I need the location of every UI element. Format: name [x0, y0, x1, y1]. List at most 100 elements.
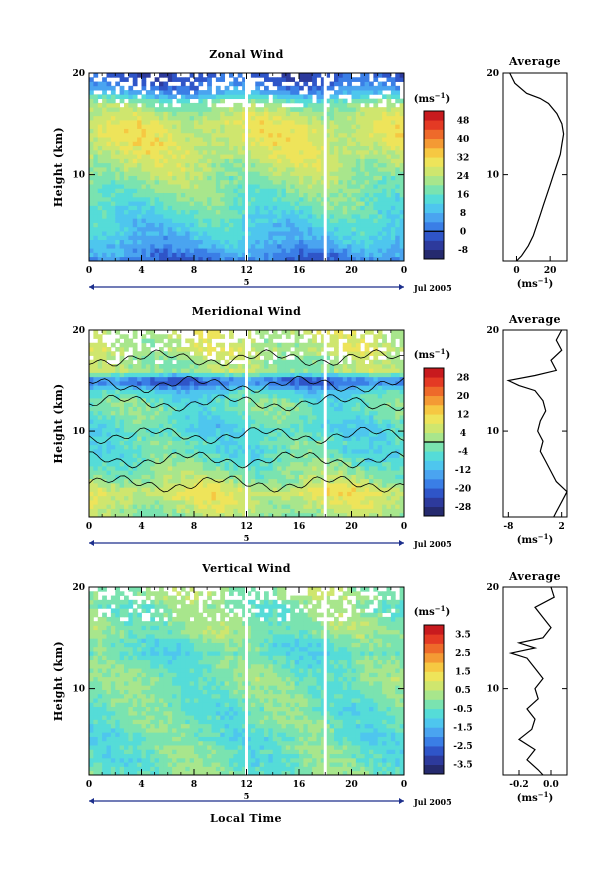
heatmap-cell: [106, 188, 112, 194]
heatmap-cell: [369, 115, 374, 121]
heatmap-cell: [176, 239, 182, 245]
heatmap-cell: [334, 222, 339, 228]
heatmap-cell: [325, 256, 331, 262]
colorbar-band: [424, 129, 444, 140]
heatmap-cell: [185, 201, 191, 206]
heatmap-cell: [215, 192, 221, 198]
heatmap-cell: [250, 410, 256, 416]
heatmap-cell: [124, 512, 129, 518]
heatmap-cell: [167, 419, 173, 424]
heatmap-cell: [167, 393, 173, 399]
heatmap-cell: [102, 393, 107, 399]
heatmap-cell: [277, 389, 282, 395]
heatmap-cell: [233, 389, 239, 395]
heatmap-cell: [115, 218, 121, 223]
heatmap-cell: [355, 120, 361, 125]
heatmap-cell: [189, 226, 195, 232]
heatmap-cell: [351, 94, 357, 100]
heatmap-cell: [167, 256, 173, 262]
heatmap-cell: [382, 188, 387, 194]
heatmap-cell: [115, 466, 121, 471]
heatmap-cell: [237, 495, 243, 501]
heatmap-cell: [124, 364, 129, 369]
heatmap-cell: [303, 256, 309, 262]
heatmap-cell: [255, 402, 261, 407]
heatmap-cell: [285, 453, 291, 458]
heatmap-cell: [364, 179, 370, 185]
heatmap-cell: [198, 470, 204, 475]
heatmap-cell: [399, 77, 405, 82]
heatmap-cell: [145, 162, 151, 168]
heatmap-cell: [255, 235, 261, 241]
heatmap-cell: [360, 111, 366, 117]
heatmap-cell: [250, 128, 256, 134]
heatmap-cell: [176, 504, 182, 509]
heatmap-cell: [307, 256, 313, 262]
heatmap-cell: [242, 205, 247, 211]
heatmap-cell: [124, 449, 129, 454]
heatmap-cell: [233, 196, 239, 202]
heatmap-cell: [268, 368, 274, 373]
heatmap-cell: [229, 192, 234, 198]
heatmap-cell: [150, 214, 156, 219]
heatmap-cell: [312, 243, 317, 249]
heatmap-cell: [128, 154, 134, 159]
heatmap-cell: [172, 77, 177, 82]
heatmap-cell: [399, 115, 405, 121]
heatmap-cell: [303, 137, 309, 142]
heatmap-cell: [285, 398, 291, 403]
heatmap-cell: [194, 149, 199, 155]
heatmap-cell: [255, 432, 261, 437]
heatmap-cell: [137, 120, 142, 125]
heatmap-cell: [351, 196, 357, 202]
heatmap-cell: [220, 128, 226, 134]
heatmap-cell: [229, 368, 234, 373]
heatmap-cell: [342, 73, 348, 78]
heatmap-cell: [97, 124, 103, 129]
heatmap-cell: [167, 243, 173, 249]
heatmap-cell: [106, 184, 112, 189]
heatmap-cell: [132, 167, 138, 172]
heatmap-cell: [277, 132, 282, 138]
heatmap-cell: [255, 415, 261, 420]
heatmap-cell: [207, 419, 212, 424]
heatmap-cell: [198, 419, 204, 424]
heatmap-cell: [299, 252, 304, 258]
heatmap-cell: [141, 231, 147, 236]
heatmap-cell: [264, 214, 269, 219]
heatmap-cell: [229, 461, 234, 467]
heatmap-cell: [172, 154, 177, 159]
heatmap-cell: [167, 77, 173, 82]
heatmap-cell: [198, 483, 204, 488]
heatmap-cell: [277, 512, 282, 518]
heatmap-cell: [237, 102, 243, 108]
heatmap-cell: [377, 154, 383, 159]
heatmap-cell: [202, 368, 208, 373]
heatmap-cell: [338, 226, 344, 232]
heatmap-cell: [246, 372, 252, 378]
heatmap-cell: [176, 385, 182, 390]
heatmap-cell: [159, 192, 164, 198]
heatmap-cell: [307, 231, 313, 236]
heatmap-cell: [281, 427, 287, 433]
heatmap-cell: [224, 226, 230, 232]
heatmap-cell: [229, 478, 234, 484]
heatmap-cell: [154, 351, 160, 356]
heatmap-cell: [198, 175, 204, 181]
heatmap-cell: [285, 120, 291, 125]
heatmap-cell: [97, 372, 103, 378]
heatmap-cell: [246, 188, 252, 194]
heatmap-cell: [264, 141, 269, 147]
heatmap-cell: [89, 347, 94, 352]
heatmap-cell: [312, 90, 317, 95]
heatmap-cell: [159, 372, 164, 378]
heatmap-cell: [272, 209, 278, 215]
heatmap-cell: [211, 491, 217, 497]
heatmap-cell: [93, 167, 99, 172]
heatmap-cell: [97, 102, 103, 108]
heatmap-cell: [264, 491, 269, 497]
heatmap-cell: [215, 111, 221, 117]
heatmap-cell: [185, 427, 191, 433]
heatmap-cell: [198, 226, 204, 232]
heatmap-cell: [106, 474, 112, 480]
